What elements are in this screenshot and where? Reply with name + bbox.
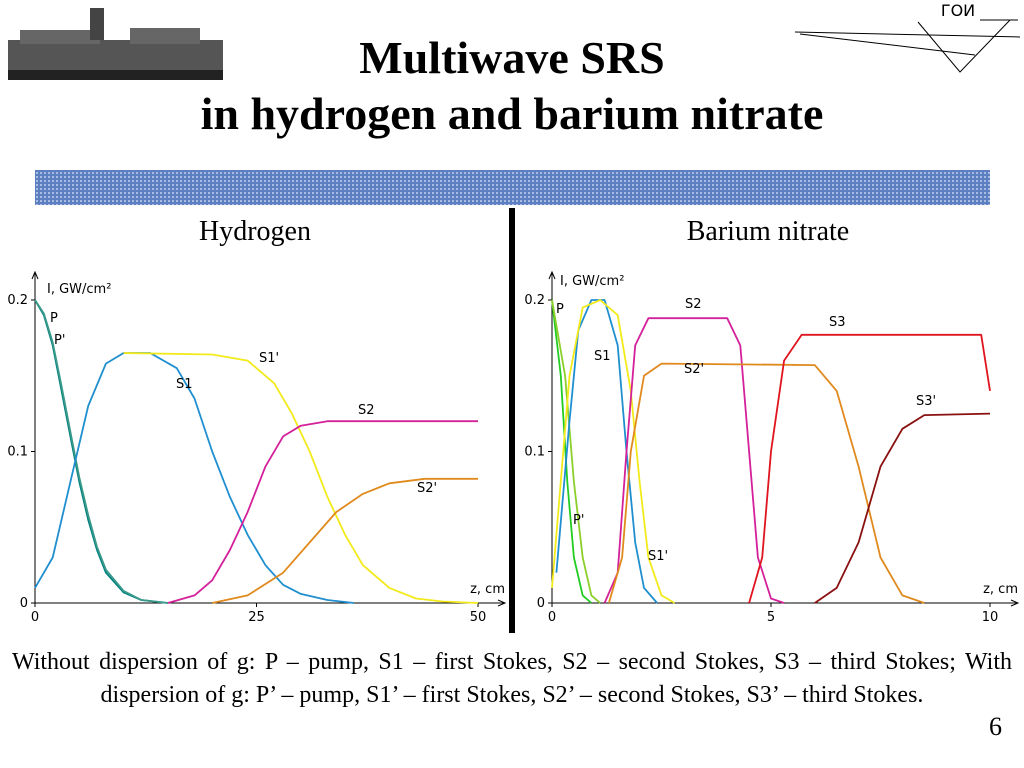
- axis-arrow: [548, 270, 556, 280]
- chart-title: Barium nitrate: [687, 216, 850, 247]
- series-label: P': [573, 513, 584, 528]
- series-label: S1': [259, 351, 279, 366]
- caption: Without dispersion of g: P – pump, S1 – …: [12, 649, 1012, 708]
- x-tick-label: 25: [248, 610, 265, 625]
- series-line: [551, 299, 676, 604]
- divider: [509, 208, 515, 633]
- y-tick-label: 0: [20, 596, 28, 611]
- series-label: P': [54, 333, 65, 348]
- slide-graphics: ГОИ: [8, 1, 1021, 633]
- y-tick-label: 0.2: [524, 293, 545, 308]
- series-line: [34, 299, 169, 604]
- series-line: [551, 299, 592, 604]
- series-line: [814, 412, 991, 604]
- series-line: [551, 299, 601, 604]
- building-logo: [8, 8, 223, 80]
- series-label: S1': [648, 549, 668, 564]
- x-tick-label: 50: [470, 610, 487, 625]
- series-label: S2': [417, 481, 437, 496]
- logo-text: ГОИ: [941, 1, 975, 20]
- page-number: 6: [989, 712, 1002, 741]
- series-line: [555, 299, 658, 604]
- chart-title: Hydrogen: [199, 216, 311, 247]
- axis-arrow: [31, 270, 39, 280]
- series-label: S3: [829, 315, 846, 330]
- axis-arrow: [497, 599, 507, 607]
- series-line: [212, 477, 478, 604]
- series-label: S2: [358, 403, 375, 418]
- x-axis-label: z, cm: [983, 582, 1018, 597]
- x-axis-label: z, cm: [470, 582, 505, 597]
- series-label: S2: [685, 297, 702, 312]
- series-line: [748, 333, 991, 604]
- x-tick-label: 0: [31, 610, 39, 625]
- series-label: S1: [176, 377, 193, 392]
- y-tick-label: 0.1: [524, 445, 545, 460]
- y-axis-label: I, GW/cm²: [560, 274, 624, 289]
- series-label: P: [556, 302, 564, 317]
- y-tick-label: 0.1: [7, 445, 28, 460]
- series-line: [167, 420, 478, 604]
- series-line: [34, 352, 355, 604]
- x-tick-label: 10: [982, 610, 999, 625]
- title-line: Multiwave SRS: [359, 32, 665, 83]
- axis-arrow: [1010, 599, 1020, 607]
- x-tick-label: 0: [548, 610, 556, 625]
- title: Multiwave SRS in hydrogen and barium nit…: [0, 30, 1024, 142]
- series-line: [603, 317, 785, 604]
- series-label: S1: [594, 349, 611, 364]
- series-line: [123, 352, 479, 604]
- series-label: S2': [684, 362, 704, 377]
- y-tick-label: 0: [537, 596, 545, 611]
- title-line: in hydrogen and barium nitrate: [200, 88, 824, 139]
- series-line: [608, 362, 925, 604]
- x-tick-label: 5: [767, 610, 775, 625]
- series-label: S3': [916, 394, 936, 409]
- series-label: P: [50, 311, 58, 326]
- y-axis-label: I, GW/cm²: [47, 282, 111, 297]
- header-band: [35, 170, 990, 205]
- goi-logo: [794, 19, 1021, 73]
- y-tick-label: 0.2: [7, 293, 28, 308]
